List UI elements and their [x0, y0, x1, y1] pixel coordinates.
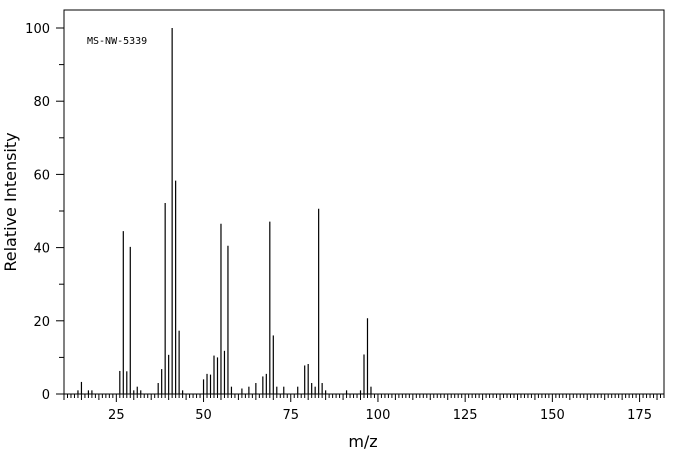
y-tick-label: 40 — [33, 242, 50, 257]
y-axis-label: Relative Intensity — [1, 132, 20, 271]
x-tick-label: 150 — [540, 408, 565, 423]
spectrum-id-label: MS-NW-5339 — [87, 36, 147, 47]
x-tick-label: 100 — [366, 408, 391, 423]
plot-frame — [63, 9, 665, 395]
x-axis-ticks: 25 50 75 100 125 150 175 — [108, 408, 652, 423]
y-tick-label: 0 — [42, 388, 50, 403]
y-tick-label: 100 — [25, 22, 50, 37]
x-minor-ticks — [63, 394, 665, 402]
x-tick-label: 175 — [627, 408, 652, 423]
y-tick-label: 20 — [33, 315, 50, 330]
y-tick-label: 60 — [33, 168, 50, 183]
x-tick-label: 125 — [453, 408, 478, 423]
y-axis-ticks: 0 20 40 60 80 100 — [25, 22, 64, 403]
x-tick-label: 25 — [108, 408, 125, 423]
spectrum-peaks — [77, 28, 372, 394]
x-axis-label: m/z — [348, 432, 377, 451]
x-tick-label: 75 — [282, 408, 299, 423]
y-tick-label: 80 — [33, 95, 50, 110]
x-tick-label: 50 — [195, 408, 212, 423]
